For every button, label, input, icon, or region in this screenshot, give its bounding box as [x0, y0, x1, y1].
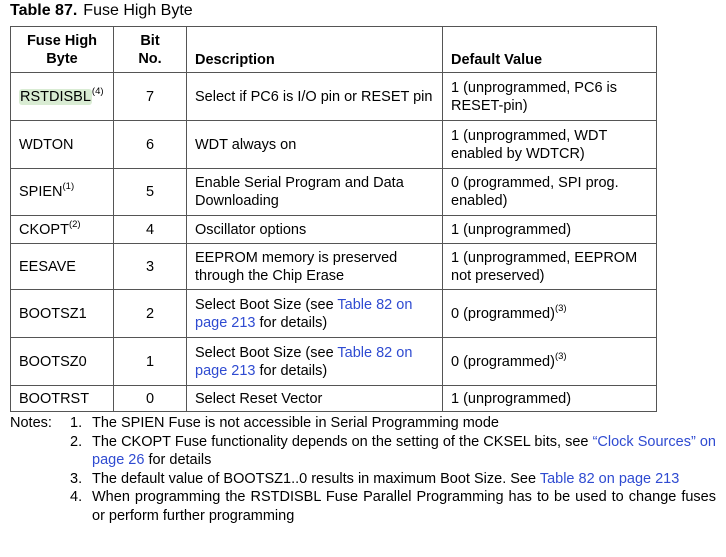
- default-value-cell: 1 (unprogrammed, EEPROM not preserved): [442, 243, 657, 290]
- description-cell: Oscillator options: [186, 215, 443, 244]
- description-cell: Select Reset Vector: [186, 385, 443, 412]
- table-header-row: Fuse High Byte Bit No. Description Defau…: [10, 26, 657, 73]
- description-cell: EEPROM memory is preserved through the C…: [186, 243, 443, 290]
- fuse-high-byte-table: Fuse High Byte Bit No. Description Defau…: [10, 26, 657, 412]
- bit-no-cell: 4: [113, 215, 187, 244]
- fuse-name-cell: BOOTSZ0: [10, 337, 114, 386]
- bit-no-cell: 6: [113, 120, 187, 169]
- fuse-name-cell: CKOPT(2): [10, 215, 114, 244]
- bit-no-cell: 1: [113, 337, 187, 386]
- table-row: BOOTSZ1 2 Select Boot Size (see Table 82…: [10, 289, 657, 338]
- note-item: 3. The default value of BOOTSZ1..0 result…: [70, 470, 680, 487]
- table-row: BOOTRST 0 Select Reset Vector 1 (unprogr…: [10, 385, 657, 412]
- description-cell: Select if PC6 is I/O pin or RESET pin: [186, 72, 443, 121]
- fuse-name-cell: BOOTSZ1: [10, 289, 114, 338]
- header-fuse-name: Fuse High Byte: [10, 26, 114, 73]
- default-value-cell: 0 (programmed)(3): [442, 337, 657, 386]
- table-row: BOOTSZ0 1 Select Boot Size (see Table 82…: [10, 337, 657, 386]
- bit-no-cell: 5: [113, 168, 187, 216]
- fuse-name-cell: WDTON: [10, 120, 114, 169]
- description-cell: WDT always on: [186, 120, 443, 169]
- header-default-value: Default Value: [442, 26, 657, 73]
- table-row: EESAVE 3 EEPROM memory is preserved thro…: [10, 243, 657, 290]
- default-value-cell: 0 (programmed, SPI prog. enabled): [442, 168, 657, 216]
- default-value-cell: 1 (unprogrammed, WDT enabled by WDTCR): [442, 120, 657, 169]
- bit-no-cell: 7: [113, 72, 187, 121]
- table-row: WDTON 6 WDT always on 1 (unprogrammed, W…: [10, 120, 657, 169]
- default-value-cell: 1 (unprogrammed): [442, 215, 657, 244]
- default-value-cell: 1 (unprogrammed, PC6 is RESET-pin): [442, 72, 657, 121]
- clock-sources-link[interactable]: “Clock Sources” on page 26: [92, 433, 716, 469]
- default-value-cell: 0 (programmed)(3): [442, 289, 657, 338]
- table-caption: Fuse High Byte: [83, 2, 193, 19]
- notes-label: Notes:: [10, 415, 52, 431]
- description-cell: Select Boot Size (see Table 82 on page 2…: [186, 337, 443, 386]
- notes-list: 1. The SPIEN Fuse is not accessible in Se…: [70, 414, 716, 526]
- bit-no-cell: 2: [113, 289, 187, 338]
- fuse-name-highlight: RSTDISBL: [19, 88, 92, 105]
- table-82-link[interactable]: Table 82 on page 213: [195, 344, 413, 379]
- description-cell: Select Boot Size (see Table 82 on page 2…: [186, 289, 443, 338]
- fuse-name-cell: EESAVE: [10, 243, 114, 290]
- bit-no-cell: 0: [113, 385, 187, 412]
- table-82-link[interactable]: Table 82 on page 213: [539, 470, 680, 487]
- header-description: Description: [186, 26, 443, 73]
- note-item: 4. When programming the RSTDISBL Fuse Par…: [70, 489, 716, 524]
- fuse-name-cell: SPIEN(1): [10, 168, 114, 216]
- fuse-name-cell: BOOTRST: [10, 385, 114, 412]
- bit-no-cell: 3: [113, 243, 187, 290]
- table-82-link[interactable]: Table 82 on page 213: [195, 296, 413, 331]
- table-title: Table 87. Fuse High Byte: [10, 1, 193, 21]
- note-item: 1. The SPIEN Fuse is not accessible in Se…: [70, 415, 499, 431]
- table-row: CKOPT(2) 4 Oscillator options 1 (unprogr…: [10, 215, 657, 244]
- description-cell: Enable Serial Program and Data Downloadi…: [186, 168, 443, 216]
- header-bit-no: Bit No.: [113, 26, 187, 73]
- note-item: 2. The CKOPT Fuse functionality depends o…: [70, 433, 716, 469]
- table-number: Table 87.: [10, 2, 78, 19]
- table-row: RSTDISBL(4) 7 Select if PC6 is I/O pin o…: [10, 72, 657, 121]
- default-value-cell: 1 (unprogrammed): [442, 385, 657, 412]
- table-row: SPIEN(1) 5 Enable Serial Program and Dat…: [10, 168, 657, 216]
- fuse-name-cell: RSTDISBL(4): [10, 72, 114, 121]
